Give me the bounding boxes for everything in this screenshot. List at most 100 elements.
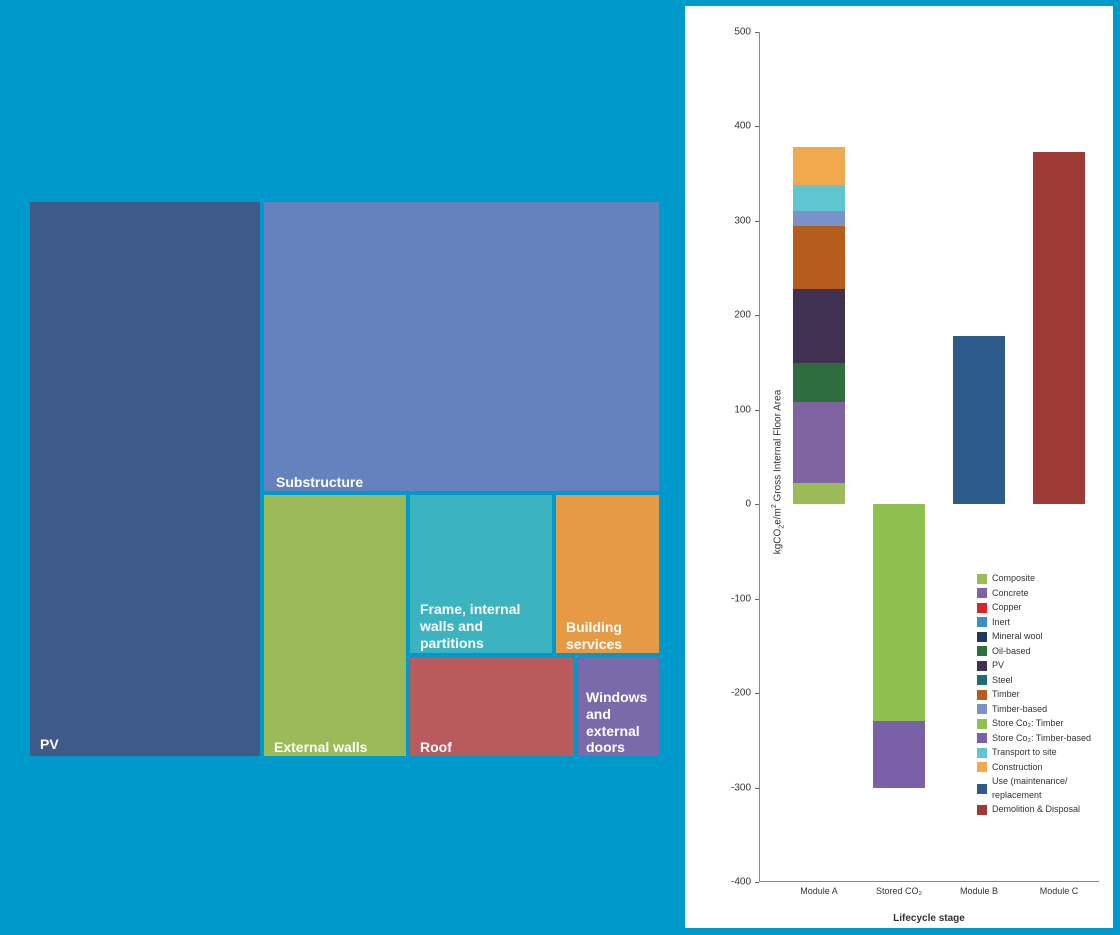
ytick-label: 0 <box>711 499 751 510</box>
legend-item: Oil-based <box>977 645 1091 659</box>
bar-segment-construction <box>793 147 845 185</box>
legend-swatch <box>977 704 987 714</box>
xtick-label: Module B <box>949 886 1009 896</box>
ytick-label: 400 <box>711 121 751 132</box>
treemap: PV Substructure External walls Frame, inter… <box>28 200 661 758</box>
y-axis-label: kgCO2e/m2 Gross Internal Floor Area <box>771 390 785 555</box>
legend-swatch <box>977 733 987 743</box>
bar-segment-timber-based <box>793 211 845 225</box>
legend-label: Store Co₂: Timber-based <box>992 732 1091 746</box>
treemap-block-external-walls: External walls <box>262 493 408 758</box>
x-axis <box>759 881 1099 882</box>
legend-item: PV <box>977 659 1091 673</box>
treemap-label-building-services: Building services <box>562 615 659 657</box>
bar-segment-timber <box>793 226 845 289</box>
ytick-mark <box>755 504 759 505</box>
legend-label: Construction <box>992 761 1043 775</box>
bar-segment-composite <box>793 483 845 504</box>
legend-swatch <box>977 603 987 613</box>
xtick-label: Module C <box>1029 886 1089 896</box>
legend-swatch <box>977 675 987 685</box>
legend-item: Concrete <box>977 587 1091 601</box>
legend-swatch <box>977 661 987 671</box>
legend-swatch <box>977 805 987 815</box>
bar-segment-demolition <box>1033 152 1085 504</box>
barchart-panel: kgCO2e/m2 Gross Internal Floor Area Life… <box>685 6 1113 928</box>
legend-swatch <box>977 632 987 642</box>
treemap-label-substructure: Substructure <box>272 470 367 495</box>
treemap-block-frame: Frame, internal walls and partitions <box>408 493 554 655</box>
legend-swatch <box>977 617 987 627</box>
ytick-label: 100 <box>711 404 751 415</box>
treemap-block-pv: PV <box>28 200 262 758</box>
bar-segment-store-timber-based <box>873 721 925 787</box>
x-axis-label: Lifecycle stage <box>893 913 965 924</box>
legend-label: Inert <box>992 616 1010 630</box>
legend-swatch <box>977 719 987 729</box>
legend-swatch <box>977 748 987 758</box>
ytick-mark <box>755 788 759 789</box>
y-axis <box>759 32 760 882</box>
ytick-mark <box>755 126 759 127</box>
ytick-mark <box>755 599 759 600</box>
bar-segment-oil-based <box>793 363 845 403</box>
legend-swatch <box>977 574 987 584</box>
legend-item: Construction <box>977 761 1091 775</box>
legend-item: Demolition & Disposal <box>977 803 1091 817</box>
ytick-label: 500 <box>711 27 751 38</box>
treemap-label-pv: PV <box>36 732 63 757</box>
bar-segment-store-timber <box>873 504 925 721</box>
legend-label: Timber-based <box>992 703 1047 717</box>
legend-label: Demolition & Disposal <box>992 803 1080 817</box>
ytick-label: 200 <box>711 310 751 321</box>
legend-item: Timber-based <box>977 703 1091 717</box>
legend-item: Copper <box>977 601 1091 615</box>
legend-label: Composite <box>992 572 1035 586</box>
ytick-mark <box>755 315 759 316</box>
bar-segment-transport <box>793 185 845 211</box>
legend-swatch <box>977 690 987 700</box>
ytick-label: -400 <box>711 877 751 888</box>
treemap-label-roof: Roof <box>416 735 456 760</box>
legend-item: Store Co₂: Timber <box>977 717 1091 731</box>
treemap-label-external-walls: External walls <box>270 735 371 760</box>
treemap-label-frame: Frame, internal walls and partitions <box>416 597 552 655</box>
legend-label: Copper <box>992 601 1022 615</box>
legend-item: Inert <box>977 616 1091 630</box>
barchart-plot: kgCO2e/m2 Gross Internal Floor Area Life… <box>759 32 1099 882</box>
ytick-mark <box>755 32 759 33</box>
legend-item: Store Co₂: Timber-based <box>977 732 1091 746</box>
treemap-label-windows: Windows and external doors <box>582 685 657 760</box>
legend-swatch <box>977 784 987 794</box>
treemap-block-building-services: Building services <box>554 493 661 655</box>
legend-swatch <box>977 762 987 772</box>
ytick-label: -300 <box>711 782 751 793</box>
ytick-mark <box>755 221 759 222</box>
legend-label: Mineral wool <box>992 630 1043 644</box>
bar-segment-pv <box>793 289 845 363</box>
legend-label: PV <box>992 659 1004 673</box>
treemap-block-substructure: Substructure <box>262 200 661 493</box>
ytick-mark <box>755 882 759 883</box>
legend-label: Concrete <box>992 587 1029 601</box>
legend-item: Use (maintenance/ replacement <box>977 775 1091 802</box>
ytick-label: 300 <box>711 215 751 226</box>
legend-item: Transport to site <box>977 746 1091 760</box>
ytick-mark <box>755 693 759 694</box>
legend-item: Composite <box>977 572 1091 586</box>
legend-swatch <box>977 588 987 598</box>
legend-label: Use (maintenance/ replacement <box>992 775 1068 802</box>
bar-segment-use <box>953 336 1005 504</box>
legend-item: Steel <box>977 674 1091 688</box>
xtick-label: Module A <box>789 886 849 896</box>
treemap-block-windows: Windows and external doors <box>576 655 661 758</box>
legend-label: Transport to site <box>992 746 1057 760</box>
legend-swatch <box>977 646 987 656</box>
legend-item: Mineral wool <box>977 630 1091 644</box>
legend-item: Timber <box>977 688 1091 702</box>
legend-label: Oil-based <box>992 645 1031 659</box>
ytick-label: -200 <box>711 688 751 699</box>
treemap-block-roof: Roof <box>408 655 576 758</box>
ytick-label: -100 <box>711 593 751 604</box>
legend: CompositeConcreteCopperInertMineral wool… <box>977 572 1091 818</box>
